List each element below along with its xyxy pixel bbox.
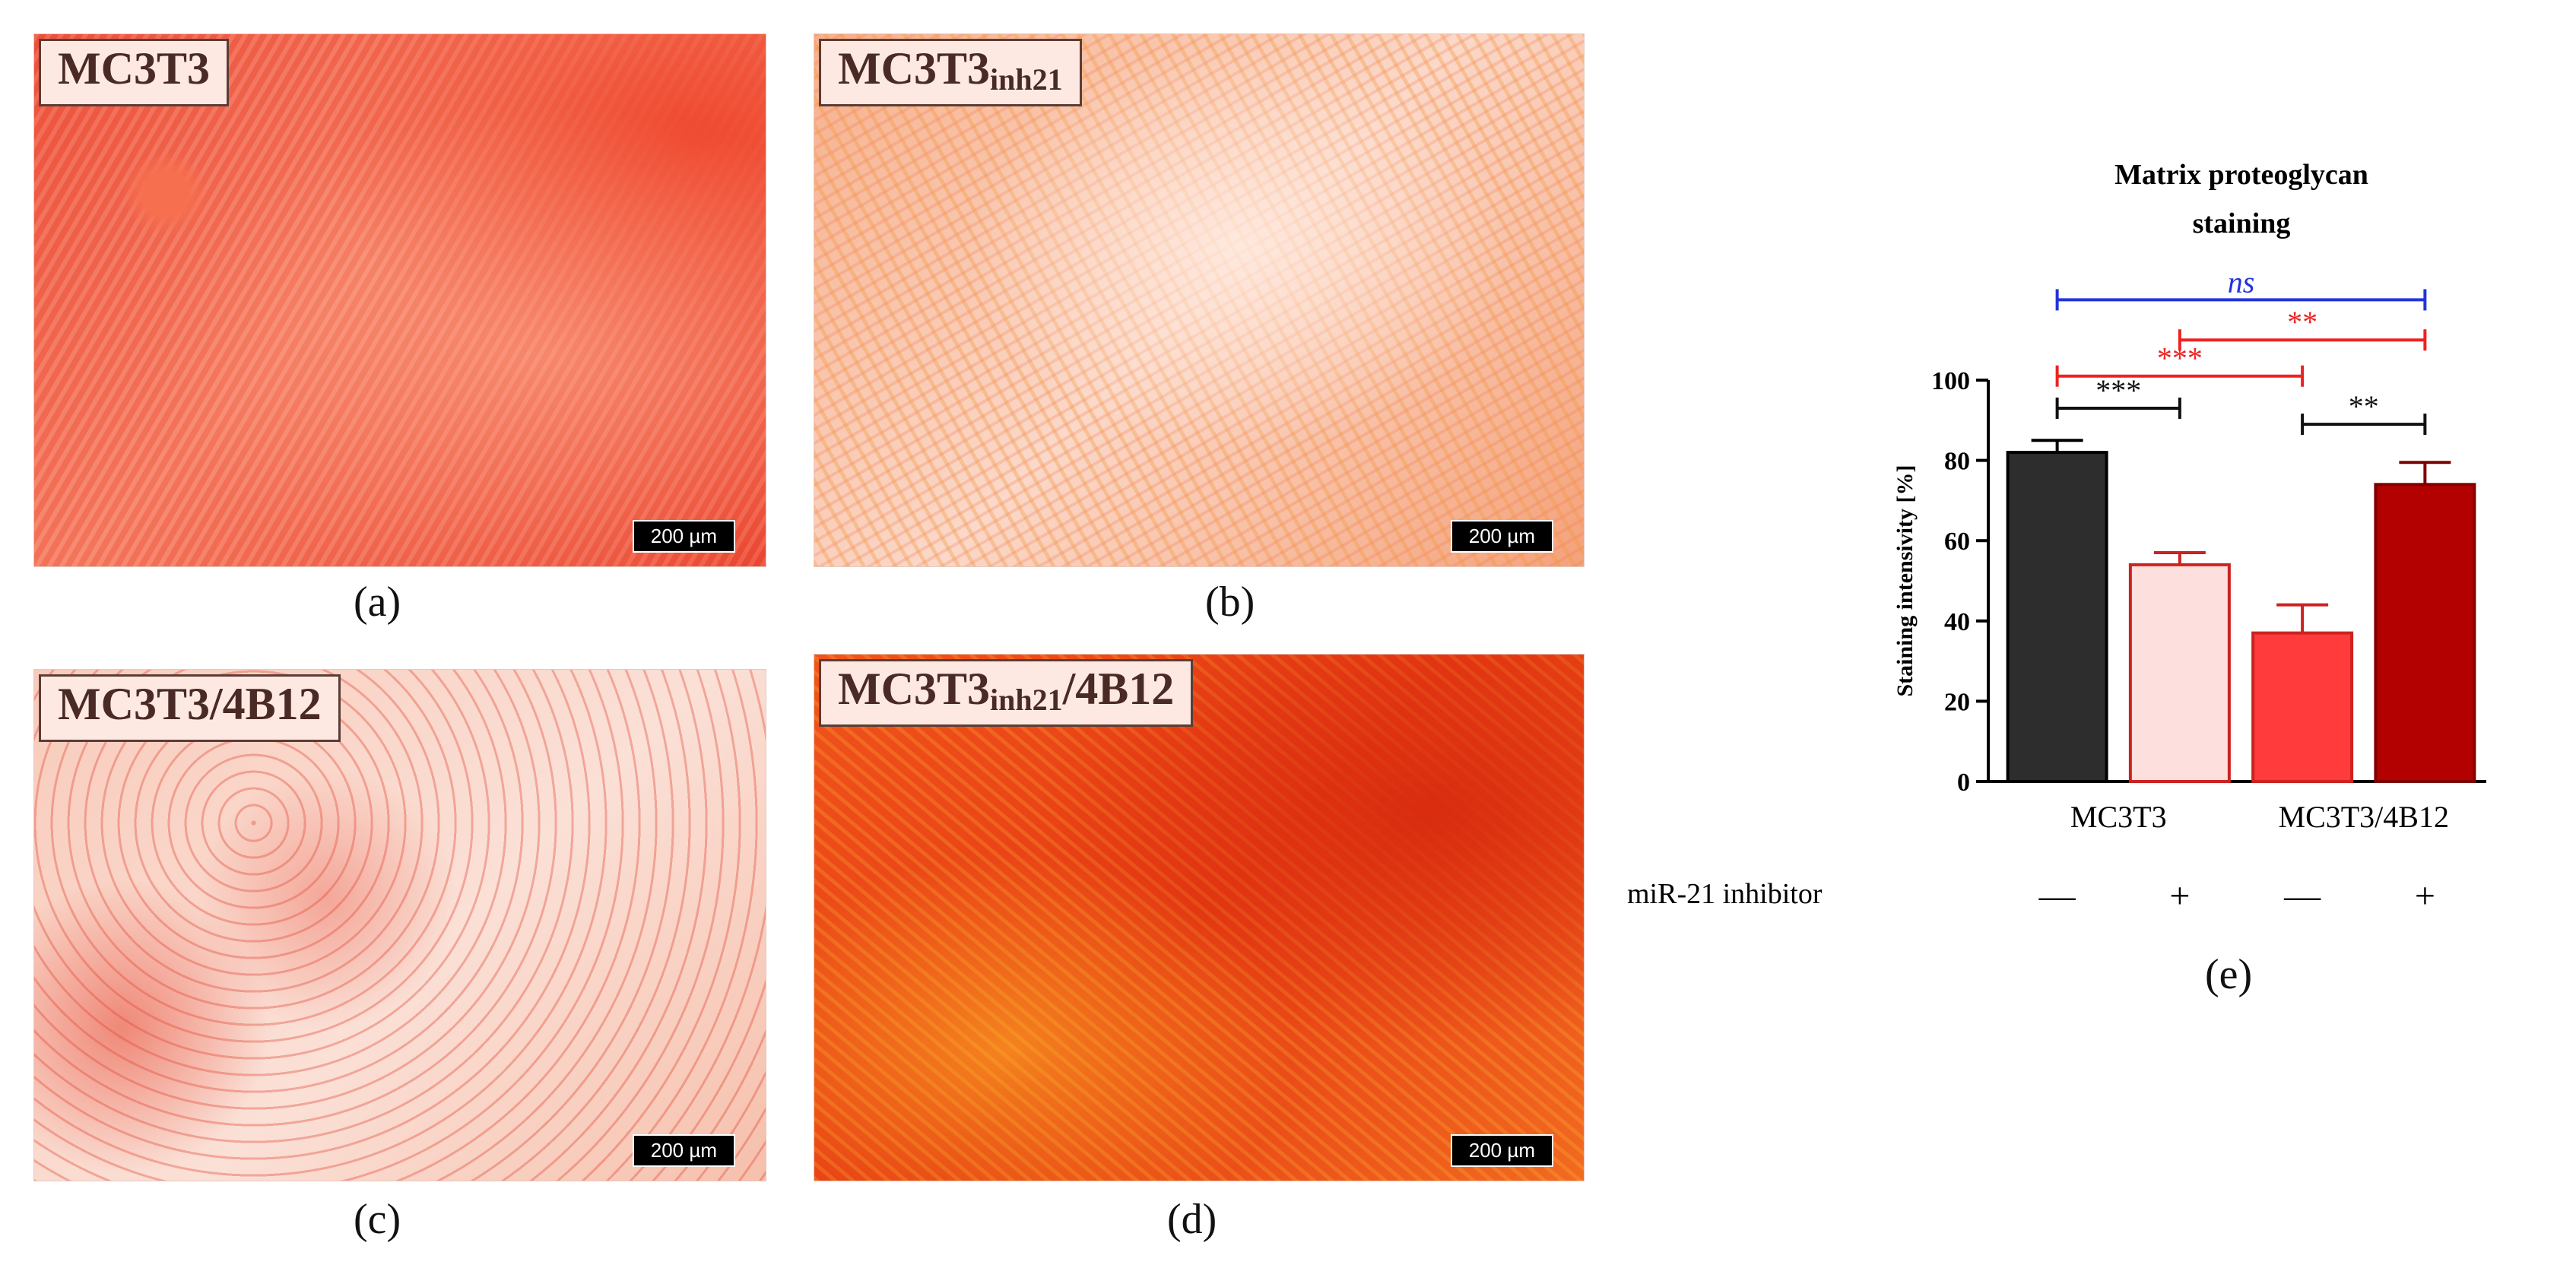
micrograph-panel-d: MC3T3inh21/4B12 200 µm <box>814 654 1585 1181</box>
significance-label: ns <box>2228 265 2255 299</box>
y-tick-label: 80 <box>1944 448 1970 476</box>
chart-title-line: staining <box>2193 208 2291 239</box>
treatment-mark: — <box>2283 876 2321 916</box>
treatment-mark: + <box>2169 876 2190 916</box>
caption-a: (a) <box>354 579 401 626</box>
y-axis-label: Staining intensivity [%] <box>1892 464 1918 696</box>
bar <box>2006 451 2108 783</box>
caption-e: (e) <box>2205 951 2253 998</box>
treatment-mark: — <box>2038 876 2076 916</box>
caption-d: (d) <box>1167 1196 1217 1243</box>
significance-label: ** <box>2349 389 2379 423</box>
y-tick-label: 60 <box>1944 528 1970 556</box>
micrograph-panel-a: MC3T3 200 µm <box>33 33 766 567</box>
bar <box>2251 631 2354 784</box>
treatment-row-label: miR-21 inhibitor <box>1627 878 1823 910</box>
scale-bar-c: 200 µm <box>632 1134 735 1167</box>
panel-label-d: MC3T3inh21/4B12 <box>819 659 1194 727</box>
scale-bar-a: 200 µm <box>632 520 735 553</box>
caption-c: (c) <box>354 1196 401 1243</box>
treatment-mark: + <box>2415 876 2435 916</box>
significance-label: *** <box>2157 341 2203 376</box>
panel-label-b: MC3T3inh21 <box>819 39 1082 106</box>
micrograph-panel-b: MC3T3inh21 200 µm <box>814 33 1585 567</box>
caption-b: (b) <box>1205 579 1255 626</box>
bar <box>2128 563 2231 783</box>
scale-bar-d: 200 µm <box>1450 1134 1553 1167</box>
panel-label-c: MC3T3/4B12 <box>39 674 341 742</box>
y-tick-label: 100 <box>1931 367 1970 395</box>
micrograph-panel-c: MC3T3/4B12 200 µm <box>33 669 766 1181</box>
y-tick-label: 0 <box>1957 769 1970 797</box>
significance-label: *** <box>2095 373 2141 407</box>
stain-image-c <box>34 670 766 1181</box>
panel-label-a: MC3T3 <box>39 39 229 106</box>
staining-bar-chart: Matrix proteoglycan staining 0 20 40 60 80 100 S… <box>1627 159 2486 916</box>
y-tick-label: 40 <box>1944 608 1970 636</box>
bar <box>2374 483 2476 783</box>
x-group-label: MC3T3/4B12 <box>2279 800 2449 834</box>
chart-title-line: Matrix proteoglycan <box>2114 159 2368 191</box>
stain-image-d <box>814 655 1584 1181</box>
x-group-label: MC3T3 <box>2070 800 2167 834</box>
stain-image-a <box>34 34 766 566</box>
stain-image-b <box>814 34 1584 566</box>
significance-label: ** <box>2287 305 2317 339</box>
scale-bar-b: 200 µm <box>1450 520 1553 553</box>
y-tick-label: 20 <box>1944 688 1970 716</box>
